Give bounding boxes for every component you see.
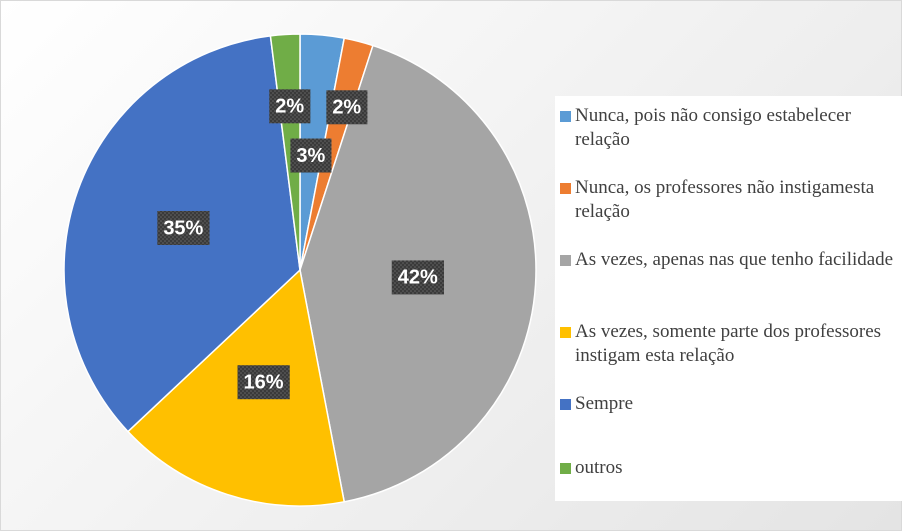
legend-label: outros: [575, 457, 623, 478]
legend-label: As vezes, somente parte dos professores …: [575, 321, 882, 366]
legend-item: Nunca, pois não consigo estabelecer rela…: [560, 104, 902, 176]
legend-swatch: [560, 111, 571, 122]
pie-slice: [126, 268, 346, 507]
legend-item: outros: [560, 456, 902, 496]
data-label-box: [326, 90, 368, 125]
legend-label: As vezes, apenas nas que tenho facilidad…: [575, 249, 894, 270]
legend-item: Sempre: [560, 392, 902, 464]
legend-swatch: [560, 183, 571, 194]
data-label: 16%: [244, 372, 284, 394]
data-label: 2%: [332, 97, 361, 119]
data-label-box: [290, 138, 332, 173]
data-label-box: [157, 210, 210, 245]
legend-label: Sempre: [575, 393, 634, 414]
legend-swatch: [560, 255, 571, 266]
legend-label: Nunca, os professores não instigamesta r…: [575, 177, 875, 222]
legend-label: Nunca, pois não consigo estabelecer rela…: [575, 105, 851, 150]
legend-item: As vezes, somente parte dos professores …: [560, 320, 902, 392]
data-label-box: [237, 365, 290, 400]
legend-item: Nunca, os professores não instigamesta r…: [560, 176, 902, 248]
legend-swatch: [560, 327, 571, 338]
data-label: 2%: [275, 96, 304, 118]
legend-swatch: [560, 399, 571, 410]
data-label: 3%: [296, 145, 325, 167]
legend-item: As vezes, apenas nas que tenho facilidad…: [560, 248, 902, 320]
legend-swatch: [560, 463, 571, 474]
data-label-box: [269, 89, 311, 124]
data-label-box: [391, 260, 444, 295]
data-label: 42%: [398, 267, 438, 289]
data-label: 35%: [163, 217, 203, 239]
legend: Nunca, pois não consigo estabelecer rela…: [555, 96, 902, 501]
